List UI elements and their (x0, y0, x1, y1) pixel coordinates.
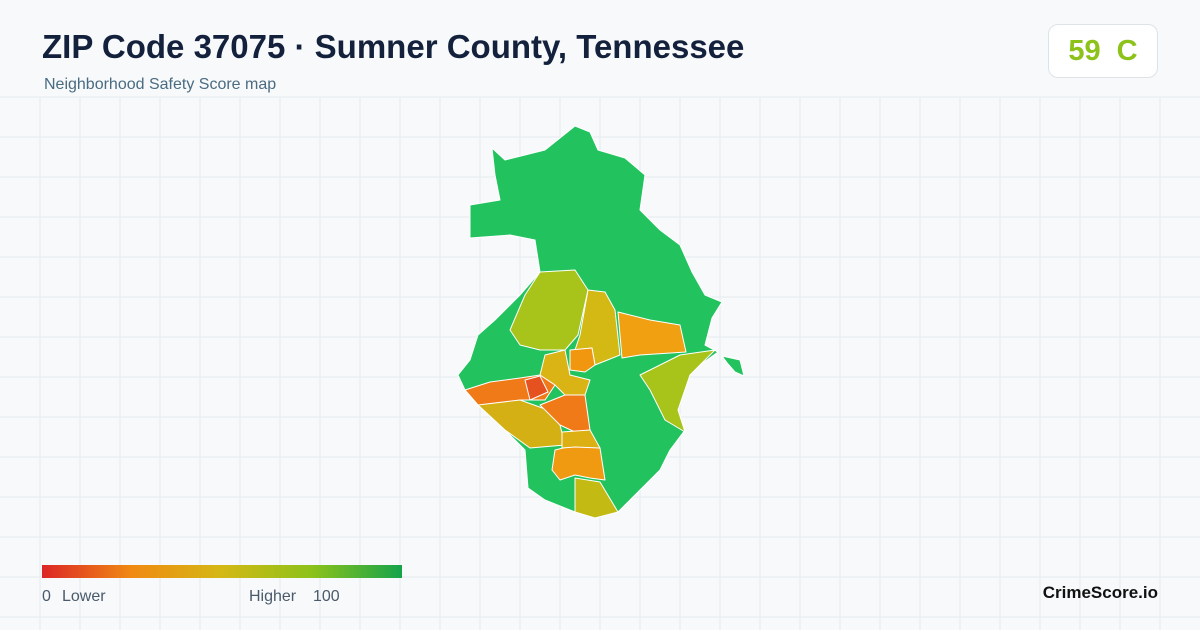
score-badge: 59 C (1048, 24, 1158, 78)
zip-map (457, 125, 745, 519)
subtitle: Neighborhood Safety Score map (44, 76, 277, 93)
region (539, 349, 591, 396)
legend-max-label: Higher (249, 588, 297, 605)
title: ZIP Code 37075 · Sumner County, Tennesse… (42, 28, 745, 65)
score: 59 (1068, 34, 1101, 67)
region (561, 429, 601, 449)
region (509, 269, 589, 351)
legend-min-label: Lower (62, 588, 106, 605)
brand: CrimeScore.io (1042, 583, 1158, 602)
region (721, 355, 745, 377)
region (639, 349, 716, 433)
region (569, 347, 596, 373)
region (617, 311, 687, 359)
legend-max: 100 (313, 588, 340, 605)
legend-min: 0 (42, 588, 51, 605)
legend-gradient (42, 565, 402, 578)
region (524, 375, 549, 401)
grade: C (1116, 34, 1138, 67)
region (551, 444, 606, 481)
region (574, 477, 619, 519)
